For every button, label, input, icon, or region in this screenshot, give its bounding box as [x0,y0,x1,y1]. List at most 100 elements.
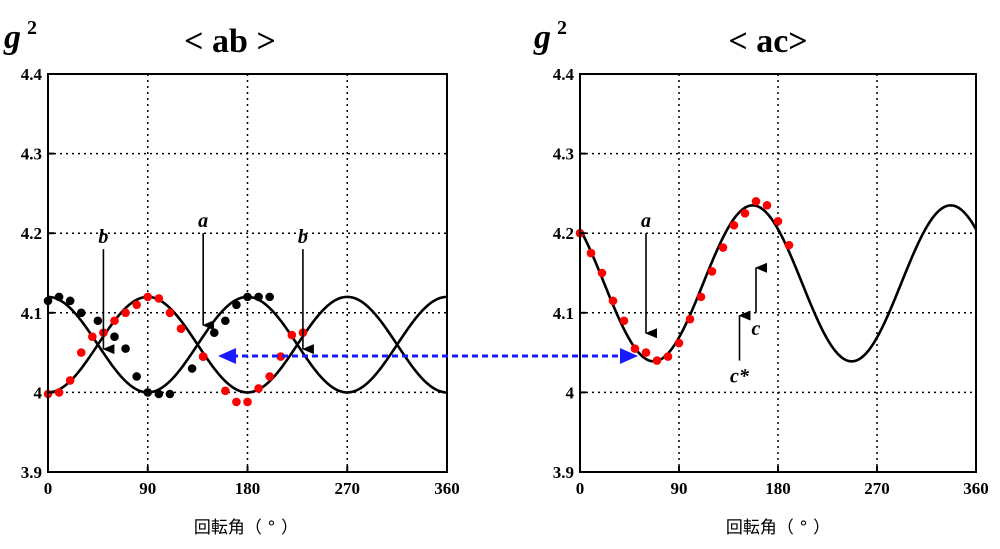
x-tick-label: 0 [576,479,585,498]
annotation-label: c* [730,366,750,388]
x-tick-label: 270 [335,479,361,498]
data-point [154,294,164,303]
data-point [276,352,286,361]
y-tick-label: 3.9 [553,463,574,482]
y-tick-label: 4.1 [553,304,574,323]
data-point [110,332,119,341]
annotation-label: b [298,226,308,248]
data-point [619,316,629,326]
y-axis-label-ac: g [533,19,551,56]
x-tick-label: 360 [963,479,989,498]
data-point [198,352,208,361]
y-axis-label-sup-ab: 2 [27,17,37,39]
annotation-label: c [752,318,761,340]
x-tick-label: 360 [434,479,460,498]
data-point [674,338,684,348]
data-point [265,372,274,381]
data-point [630,344,640,353]
data-point [696,292,706,302]
data-point [232,397,241,407]
data-point [165,308,175,318]
x-tick-label: 90 [139,479,156,498]
x-tick-label: 90 [671,479,688,498]
ticks-ab: 0 90 180 270 360 3.9 4 4.1 4.2 4.3 4.4 [21,65,460,498]
data-points-ab [43,292,308,407]
x-axis-label-ab: 回転角（ ° ） [194,518,298,538]
y-tick-label: 4.3 [553,145,574,164]
data-point [209,328,219,338]
y-tick-label: 4.4 [21,65,43,84]
chart-ac: g 2 < ac> 0 90 180 270 360 3.9 4 4.1 4.2 4.3 4.4 回… [533,17,989,538]
data-point [586,248,596,258]
data-point [597,268,607,278]
data-point [176,324,186,334]
data-point [121,308,130,318]
data-point [143,292,153,302]
data-point [65,376,75,385]
y-tick-label: 4 [566,383,575,402]
data-point [54,388,64,397]
ticks-ac: 0 90 180 270 360 3.9 4 4.1 4.2 4.3 4.4 [553,65,989,498]
data-point [663,352,673,361]
data-point [154,389,164,399]
data-point [740,209,750,218]
data-point [187,364,197,373]
x-tick-label: 180 [235,479,261,498]
y-tick-label: 3.9 [21,463,42,482]
data-point [243,292,252,302]
data-point [76,348,86,357]
data-point [718,243,728,252]
grid-ab [48,74,447,472]
annotations-ab: bab [98,210,314,355]
y-axis-label-sup-ac: 2 [557,17,567,39]
y-tick-label: 4.2 [21,224,42,243]
data-point [221,386,230,396]
data-point [121,344,130,353]
data-point [254,384,263,393]
data-point [165,389,175,399]
annotations-ac: a c c* [641,210,767,388]
chart-title-ac: < ac> [728,23,807,60]
annotation-label: b [98,226,108,248]
annotation-label: a [641,210,651,232]
connector-arrow [218,348,638,364]
y-axis-label-ab: g [3,19,21,56]
data-point [287,330,297,340]
annotation-label: a [198,210,208,232]
chart-title-ab: < ab > [184,23,276,60]
x-axis-label-ac: 回転角（ ° ） [726,518,830,538]
y-tick-label: 4.3 [21,145,42,164]
chart-ab: g 2 < ab > 0 90 180 270 3603.944.14.24.34.4 … [3,17,460,538]
data-point [729,220,739,230]
data-point [54,292,64,302]
data-point [88,332,97,341]
x-tick-label: 270 [864,479,890,498]
data-point [232,300,241,310]
y-tick-label: 4.2 [553,224,574,243]
data-point [751,197,761,206]
data-point [76,308,86,318]
y-tick-label: 4 [34,383,43,402]
data-point [221,316,230,326]
y-tick-label: 4.1 [21,304,42,323]
data-point [243,397,252,407]
x-tick-label: 180 [765,479,791,498]
data-point [685,314,695,324]
y-tick-label: 4.4 [553,65,575,84]
fit-curve [578,204,978,363]
data-point [132,372,141,381]
data-points-ac [575,197,794,365]
data-point [143,388,153,397]
data-point [652,356,662,365]
data-point [254,292,263,302]
data-point [608,296,618,306]
fit-curves-ac [578,204,978,363]
data-point [265,292,274,302]
data-point [762,201,772,210]
data-point [110,316,119,326]
x-tick-label: 0 [44,479,53,498]
data-point [707,267,717,276]
data-point [93,316,103,326]
grid-ac [580,74,976,472]
